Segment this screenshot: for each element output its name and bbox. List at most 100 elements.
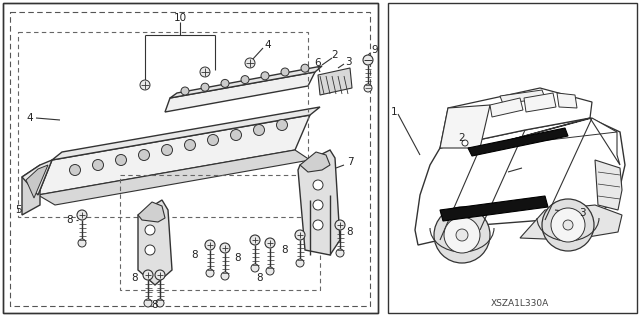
- Polygon shape: [52, 107, 320, 160]
- Circle shape: [245, 58, 255, 68]
- Circle shape: [241, 76, 249, 84]
- Circle shape: [221, 272, 229, 280]
- Circle shape: [253, 124, 264, 136]
- Polygon shape: [22, 165, 40, 215]
- Text: 8: 8: [282, 245, 288, 255]
- Bar: [10, 12, 370, 306]
- Polygon shape: [298, 150, 340, 255]
- Circle shape: [143, 270, 153, 280]
- Text: 1: 1: [390, 107, 397, 117]
- Polygon shape: [440, 196, 548, 221]
- Polygon shape: [318, 68, 352, 95]
- Circle shape: [565, 217, 575, 227]
- Circle shape: [155, 270, 165, 280]
- Circle shape: [138, 150, 150, 160]
- Circle shape: [70, 165, 81, 175]
- Text: 6: 6: [315, 58, 321, 68]
- Circle shape: [261, 72, 269, 80]
- Circle shape: [115, 154, 127, 166]
- Polygon shape: [165, 72, 315, 112]
- Circle shape: [251, 264, 259, 272]
- Circle shape: [313, 220, 323, 230]
- Circle shape: [207, 135, 218, 145]
- Text: XSZA1L330A: XSZA1L330A: [491, 299, 549, 308]
- Polygon shape: [170, 66, 322, 98]
- Polygon shape: [138, 200, 172, 285]
- Circle shape: [161, 145, 173, 155]
- Circle shape: [77, 210, 87, 220]
- Text: 3: 3: [579, 208, 586, 218]
- Circle shape: [363, 55, 373, 65]
- Circle shape: [364, 84, 372, 92]
- Circle shape: [145, 245, 155, 255]
- Text: 8: 8: [257, 273, 263, 283]
- Text: 8: 8: [67, 215, 74, 225]
- Circle shape: [276, 120, 287, 130]
- Text: 2: 2: [459, 133, 465, 143]
- Circle shape: [250, 235, 260, 245]
- Circle shape: [184, 139, 195, 151]
- Circle shape: [462, 140, 468, 146]
- Text: 10: 10: [173, 13, 187, 23]
- Circle shape: [266, 267, 274, 275]
- Polygon shape: [440, 88, 592, 148]
- Circle shape: [542, 199, 594, 251]
- Circle shape: [181, 87, 189, 95]
- Polygon shape: [300, 152, 330, 172]
- Circle shape: [444, 217, 480, 253]
- Polygon shape: [22, 160, 52, 195]
- Circle shape: [145, 225, 155, 235]
- Circle shape: [206, 269, 214, 277]
- Circle shape: [295, 230, 305, 240]
- Text: 8: 8: [235, 253, 241, 263]
- Circle shape: [563, 220, 573, 230]
- Bar: [3, 3, 378, 313]
- Polygon shape: [138, 202, 165, 222]
- Circle shape: [140, 80, 150, 90]
- Circle shape: [265, 238, 275, 248]
- Circle shape: [313, 180, 323, 190]
- Circle shape: [281, 68, 289, 76]
- Circle shape: [156, 299, 164, 307]
- Text: 2: 2: [332, 50, 339, 60]
- Circle shape: [336, 249, 344, 257]
- Circle shape: [434, 207, 490, 263]
- Polygon shape: [26, 165, 48, 198]
- Polygon shape: [38, 150, 310, 205]
- Circle shape: [230, 130, 241, 140]
- Circle shape: [144, 299, 152, 307]
- Circle shape: [221, 79, 229, 87]
- Polygon shape: [595, 160, 622, 210]
- Text: 8: 8: [347, 227, 353, 237]
- Text: 4: 4: [265, 40, 271, 50]
- Circle shape: [313, 200, 323, 210]
- Text: 8: 8: [152, 300, 158, 310]
- Polygon shape: [480, 118, 620, 165]
- Polygon shape: [38, 115, 310, 195]
- Circle shape: [93, 160, 104, 170]
- Circle shape: [335, 220, 345, 230]
- Polygon shape: [468, 128, 568, 156]
- Polygon shape: [415, 118, 625, 245]
- Circle shape: [551, 208, 585, 242]
- Text: 4: 4: [27, 113, 33, 123]
- Circle shape: [456, 229, 468, 241]
- Bar: [3, 3, 378, 313]
- Bar: [120, 175, 320, 290]
- Circle shape: [296, 259, 304, 267]
- Polygon shape: [524, 93, 556, 112]
- Polygon shape: [490, 98, 523, 117]
- Text: 8: 8: [192, 250, 198, 260]
- Text: 9: 9: [372, 45, 378, 55]
- Circle shape: [301, 64, 309, 72]
- Text: 8: 8: [132, 273, 138, 283]
- Polygon shape: [557, 93, 577, 108]
- Circle shape: [78, 239, 86, 247]
- Polygon shape: [500, 90, 545, 104]
- Bar: [388, 3, 637, 313]
- Circle shape: [201, 83, 209, 91]
- Polygon shape: [440, 105, 490, 148]
- Circle shape: [220, 243, 230, 253]
- Circle shape: [200, 67, 210, 77]
- Text: 7: 7: [347, 157, 353, 167]
